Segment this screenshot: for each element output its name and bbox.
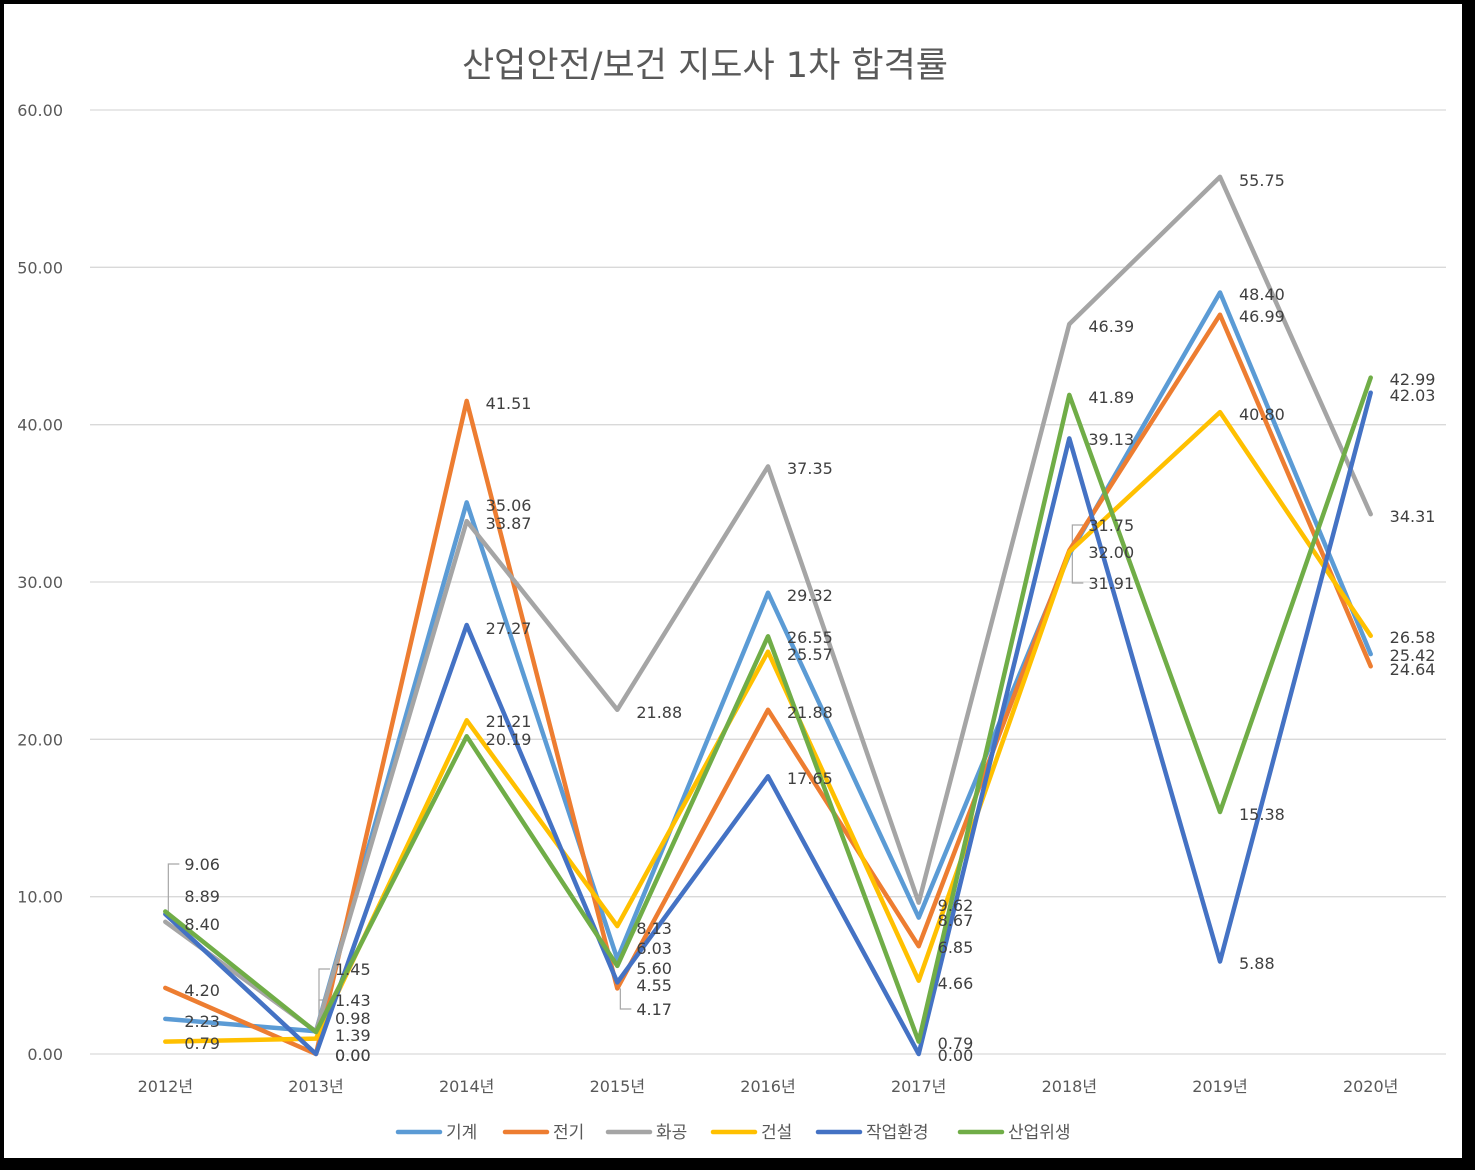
data-label: 8.89 <box>184 887 220 906</box>
data-label: 1.45 <box>335 960 371 979</box>
legend-label: 건설 <box>761 1123 792 1143</box>
label-leader-line <box>619 988 632 1010</box>
data-label: 46.39 <box>1088 317 1134 336</box>
data-label: 4.66 <box>938 974 974 993</box>
legend-label: 산업위생 <box>1008 1123 1071 1143</box>
x-axis: 2012년 2013년 2014년 2015년 2016년 2017년 2018년 2019년… <box>138 1077 1399 1096</box>
data-label: 40.80 <box>1239 405 1285 424</box>
data-label: 39.13 <box>1088 430 1134 449</box>
legend-label: 작업환경 <box>866 1123 929 1143</box>
data-label: 20.19 <box>486 730 532 749</box>
legend: 기계 전기 화공 건설 작업환경 산업위생 <box>395 1123 1071 1143</box>
legend-label: 전기 <box>553 1123 584 1143</box>
x-tick-label: 2014년 <box>439 1077 494 1096</box>
data-label: 0.00 <box>335 1046 371 1065</box>
data-label: 21.88 <box>787 703 833 722</box>
y-tick-label: 50.00 <box>17 258 63 277</box>
data-label: 6.85 <box>938 938 974 957</box>
data-label: 2.23 <box>184 1012 220 1031</box>
data-label: 48.40 <box>1239 285 1285 304</box>
data-label: 5.88 <box>1239 954 1275 973</box>
y-tick-label: 30.00 <box>17 573 63 592</box>
x-tick-label: 2019년 <box>1192 1077 1247 1096</box>
data-label: 9.06 <box>184 855 220 874</box>
y-tick-label: 10.00 <box>17 888 63 907</box>
data-label: 0.79 <box>184 1034 220 1053</box>
x-tick-label: 2017년 <box>891 1077 946 1096</box>
data-label: 41.89 <box>1088 388 1134 407</box>
data-label: 8.13 <box>636 919 672 938</box>
data-label: 24.64 <box>1390 660 1436 679</box>
data-label: 21.88 <box>636 703 682 722</box>
data-label: 0.00 <box>938 1046 974 1065</box>
x-tick-label: 2018년 <box>1042 1077 1097 1096</box>
series-line <box>163 312 1373 1057</box>
data-label: 35.06 <box>486 496 532 515</box>
data-label: 4.20 <box>184 981 220 1000</box>
data-label: 42.99 <box>1390 370 1436 389</box>
data-label: 31.75 <box>1088 516 1134 535</box>
data-label: 15.38 <box>1239 805 1285 824</box>
data-label: 0.79 <box>938 1034 974 1053</box>
data-label: 46.99 <box>1239 307 1285 326</box>
series-line <box>163 390 1373 1057</box>
data-label: 6.03 <box>636 939 672 958</box>
legend-label: 화공 <box>656 1123 687 1143</box>
data-label: 37.35 <box>787 459 833 478</box>
label-leader-line <box>167 863 180 912</box>
data-labels: 2.23 1.45 35.06 6.03 29.32 8.67 31.75 48.40 25.4… <box>184 171 1435 1065</box>
data-label: 41.51 <box>486 394 532 413</box>
data-label: 32.00 <box>1088 543 1134 562</box>
series-lines <box>163 174 1373 1057</box>
data-label: 26.58 <box>1390 628 1436 647</box>
data-label: 0.00 <box>335 1046 371 1065</box>
y-axis: 0.00 10.00 20.00 30.00 40.00 50.00 60.00 <box>17 101 63 1064</box>
data-label: 34.31 <box>1390 507 1436 526</box>
data-label: 42.03 <box>1390 386 1436 405</box>
data-label: 27.27 <box>486 619 532 638</box>
y-tick-label: 20.00 <box>17 730 63 749</box>
data-label: 8.67 <box>938 911 974 930</box>
data-label: 4.55 <box>636 976 672 995</box>
data-label: 1.39 <box>335 1026 371 1045</box>
x-tick-label: 2016년 <box>740 1077 795 1096</box>
data-label: 33.87 <box>486 514 532 533</box>
data-label: 8.40 <box>184 915 220 934</box>
x-tick-label: 2012년 <box>138 1077 193 1096</box>
label-leader-line <box>1071 551 1084 584</box>
y-tick-label: 40.00 <box>17 416 63 435</box>
data-label: 26.55 <box>787 628 833 647</box>
series-line <box>163 375 1373 1044</box>
data-label: 4.17 <box>636 1000 672 1019</box>
y-tick-label: 0.00 <box>27 1045 63 1064</box>
x-tick-label: 2013년 <box>288 1077 343 1096</box>
data-label: 31.91 <box>1088 574 1134 593</box>
data-label: 0.98 <box>335 1009 371 1028</box>
data-label: 55.75 <box>1239 171 1285 190</box>
data-label: 17.65 <box>787 769 833 788</box>
legend-label: 기계 <box>446 1123 477 1143</box>
series-line <box>163 174 1373 1034</box>
data-label: 25.42 <box>1390 646 1436 665</box>
chart-area <box>4 4 1462 1158</box>
data-label: 5.60 <box>636 959 672 978</box>
chart-title: 산업안전/보건 지도사 1차 합격률 <box>462 46 948 86</box>
y-tick-label: 60.00 <box>17 101 63 120</box>
data-label: 1.43 <box>335 991 371 1010</box>
data-label: 29.32 <box>787 586 833 605</box>
x-tick-label: 2015년 <box>590 1077 645 1096</box>
data-label: 25.57 <box>787 645 833 664</box>
x-tick-label: 2020년 <box>1343 1077 1398 1096</box>
data-label: 21.21 <box>486 712 532 731</box>
data-label: 9.62 <box>938 896 974 915</box>
